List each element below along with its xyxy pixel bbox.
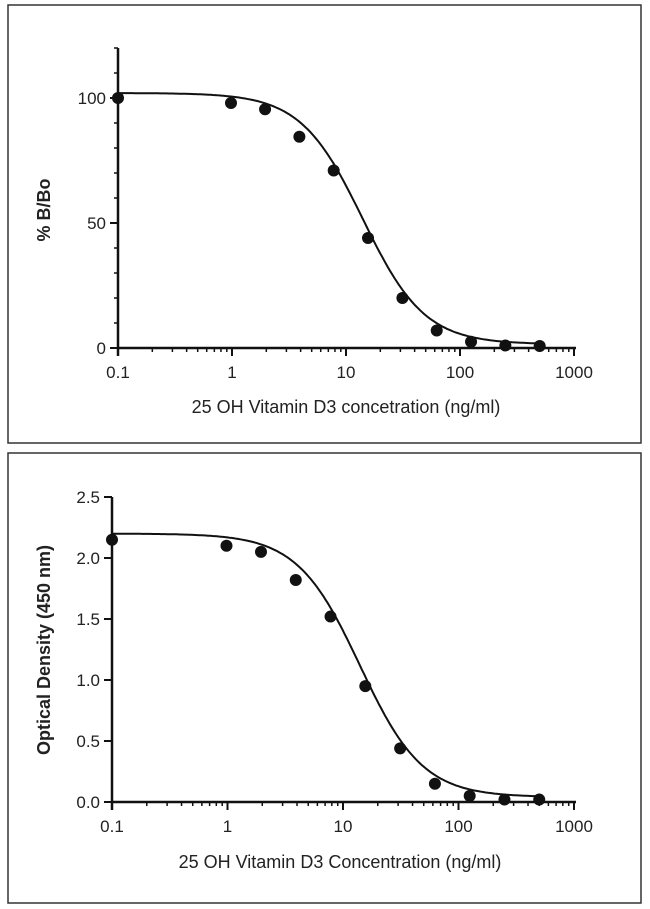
data-point (224, 97, 237, 109)
y-axis-title: % B/Bo (34, 178, 54, 241)
x-tick-label: 0.1 (106, 363, 130, 382)
x-tick-label: 1000 (555, 817, 593, 836)
data-point (533, 793, 546, 806)
fitted-curve (112, 532, 540, 798)
data-point (533, 340, 546, 352)
data-point (259, 103, 272, 116)
data-point (394, 742, 407, 755)
y-tick-label: 50 (87, 214, 106, 233)
y-tick-label: 1.5 (76, 610, 100, 629)
x-tick-label: 10 (337, 363, 356, 382)
x-tick-label: 100 (444, 817, 472, 836)
y-tick-label: 1.0 (76, 671, 100, 690)
data-point (499, 339, 512, 352)
chart-optical-density: 25 OH Vitamin D3 Concentration (ng/ml) O… (34, 488, 593, 872)
y-tick-label: 0.0 (76, 793, 100, 812)
y-tick-label: 2.5 (76, 488, 100, 507)
data-point (465, 335, 478, 348)
x-tick-label: 1000 (555, 363, 593, 382)
y-tick-label: 0 (97, 339, 106, 358)
data-point (463, 789, 476, 802)
x-tick-label: 1 (227, 363, 236, 382)
x-tick-label: 100 (446, 363, 474, 382)
x-axis-title: 25 OH Vitamin D3 Concentration (ng/ml) (179, 852, 502, 872)
data-point (430, 324, 443, 337)
x-tick-label: 0.1 (100, 817, 124, 836)
x-tick-label: 1 (223, 817, 232, 836)
y-tick-label: 100 (78, 89, 106, 108)
data-point (289, 573, 302, 586)
y-axis-title: Optical Density (450 nm) (34, 545, 54, 755)
data-point (293, 130, 306, 143)
data-point (220, 539, 233, 552)
data-point (396, 292, 409, 304)
data-point (327, 164, 340, 177)
y-tick-label: 0.5 (76, 732, 100, 751)
data-point (112, 92, 124, 104)
data-point (254, 545, 267, 558)
bottom-panel-frame (7, 452, 642, 904)
data-point (106, 533, 118, 546)
data-point (362, 232, 375, 244)
data-point (428, 777, 441, 790)
chart-bb0: 25 OH Vitamin D3 concetration (ng/ml) % … (34, 47, 593, 417)
y-tick-label: 2.0 (76, 549, 100, 568)
data-point (324, 610, 337, 623)
data-point (359, 680, 372, 693)
x-tick-label: 10 (334, 817, 353, 836)
data-point (498, 793, 511, 806)
x-axis-title: 25 OH Vitamin D3 concetration (ng/ml) (192, 397, 501, 417)
